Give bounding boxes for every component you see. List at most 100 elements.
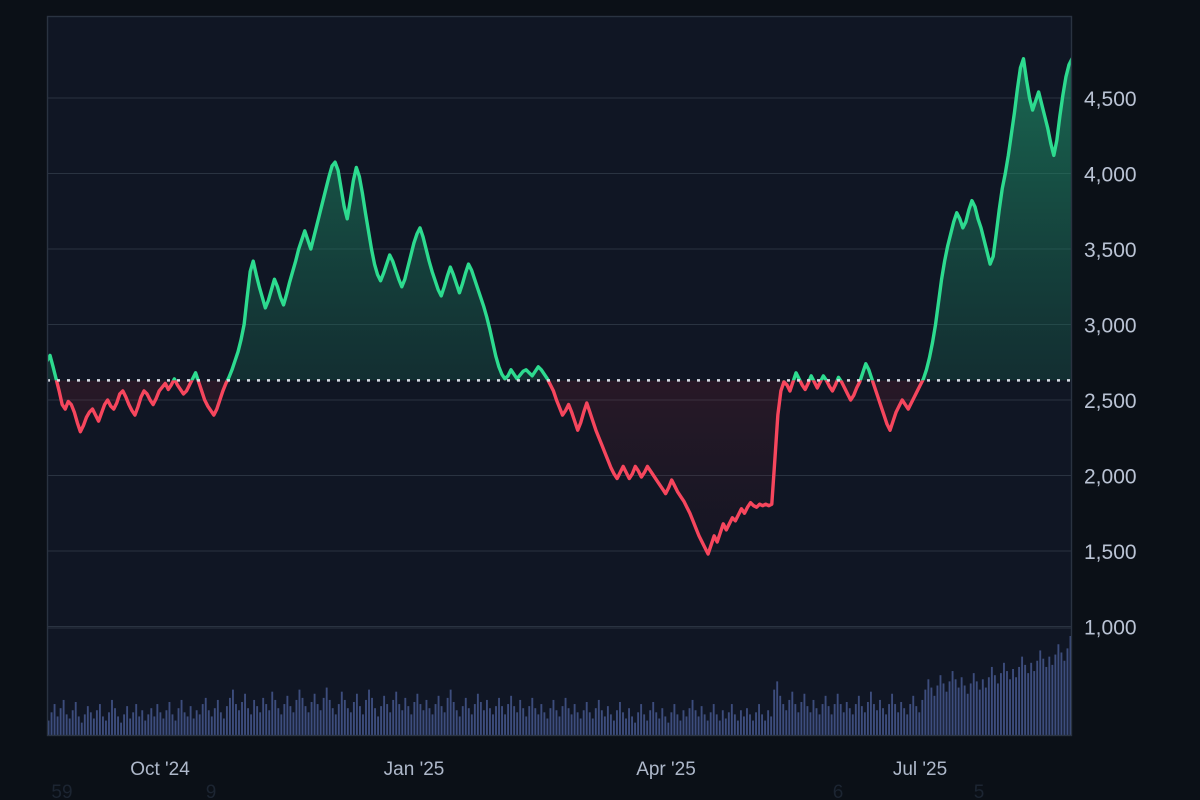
volume-bar xyxy=(210,716,213,735)
volume-bar xyxy=(700,706,703,736)
y-axis-labels: 1,000 1,500 2,000 2,500 3,000 3,500 4,000 4,500 xyxy=(1084,88,1137,640)
volume-bar xyxy=(670,712,673,735)
volume-bar xyxy=(676,714,679,736)
volume-bar xyxy=(204,697,207,736)
volume-bar xyxy=(594,708,597,735)
volume-bar xyxy=(95,710,98,735)
volume-bar xyxy=(824,695,827,735)
volume-bar xyxy=(476,693,479,735)
volume-bar xyxy=(50,712,53,735)
volume-bars[interactable] xyxy=(47,636,1072,736)
volume-bar xyxy=(519,699,522,735)
volume-bar xyxy=(301,697,304,736)
volume-bar xyxy=(833,704,836,735)
volume-bar xyxy=(903,708,906,735)
volume-bar xyxy=(649,710,652,735)
price-line[interactable] xyxy=(47,57,1072,556)
volume-bar xyxy=(120,722,123,736)
volume-bar xyxy=(815,708,818,735)
volume-bar xyxy=(987,677,990,735)
volume-bar xyxy=(1057,644,1060,735)
volume-bar xyxy=(658,718,661,735)
volume-bar xyxy=(56,716,59,735)
volume-bar xyxy=(225,706,228,736)
volume-bar xyxy=(522,708,525,735)
volume-bar xyxy=(606,706,609,736)
volume-bar xyxy=(165,710,168,735)
volume-bar xyxy=(283,704,286,735)
volume-bar xyxy=(936,685,939,735)
volume-bar xyxy=(785,710,788,735)
volume-bar xyxy=(761,714,764,736)
volume-bar xyxy=(271,691,274,735)
volume-bar xyxy=(570,714,573,736)
volume-bar xyxy=(1021,656,1024,736)
volume-bar xyxy=(328,699,331,735)
volume-bar xyxy=(168,702,171,735)
volume-bar xyxy=(975,681,978,735)
x-axis-labels: Oct '24 Jan '25 Apr '25 Jul '25 xyxy=(130,759,947,780)
volume-bar xyxy=(809,712,812,735)
volume-bar xyxy=(295,699,298,735)
volume-bar xyxy=(697,716,700,735)
volume-bar xyxy=(489,708,491,735)
volume-bar xyxy=(74,702,77,735)
volume-bar xyxy=(573,704,576,735)
volume-bar xyxy=(492,714,494,736)
volume-bar xyxy=(588,712,591,735)
volume-bar xyxy=(1000,673,1002,736)
volume-bar xyxy=(803,693,806,735)
volume-bar xyxy=(111,699,113,735)
volume-bar xyxy=(310,702,313,735)
volume-bar xyxy=(123,714,126,736)
volume-bar xyxy=(265,704,268,735)
volume-bar xyxy=(47,720,50,735)
volume-bar xyxy=(135,704,138,735)
volume-bar xyxy=(241,702,243,735)
x-axis-tick-label: Oct '24 xyxy=(130,759,190,780)
volume-bar xyxy=(428,708,431,735)
volume-bar xyxy=(398,704,401,735)
volume-bar xyxy=(446,697,449,736)
volume-bar xyxy=(461,706,464,736)
volume-bar xyxy=(1030,662,1033,735)
volume-bar xyxy=(105,720,107,735)
volume-bar xyxy=(715,714,718,736)
volume-bar xyxy=(138,716,141,735)
volume-bar xyxy=(289,706,292,736)
volume-bar xyxy=(386,704,389,735)
volume-bar xyxy=(531,697,534,736)
volume-bar xyxy=(767,710,770,735)
volume-bar xyxy=(791,691,794,735)
volume-bar xyxy=(419,704,422,735)
volume-bar xyxy=(501,706,503,736)
volume-bar xyxy=(377,716,380,735)
volume-bar xyxy=(688,708,691,735)
volume-bar xyxy=(129,718,132,735)
volume-bar xyxy=(561,706,564,736)
y-axis-tick-label: 3,500 xyxy=(1084,239,1137,262)
volume-bar xyxy=(758,704,760,735)
volume-bar xyxy=(755,712,757,735)
volume-bar xyxy=(1054,654,1057,735)
volume-bar xyxy=(591,718,594,735)
volume-bar xyxy=(579,718,582,735)
volume-bar xyxy=(455,710,458,735)
volume-bar xyxy=(343,699,346,735)
volume-bar xyxy=(464,697,467,736)
volume-bar xyxy=(80,722,83,736)
volume-bar xyxy=(516,712,519,735)
volume-bar xyxy=(434,704,437,735)
volume-bar xyxy=(425,699,428,735)
volume-bar xyxy=(724,718,727,735)
volume-bar xyxy=(552,699,555,735)
volume-bar xyxy=(779,695,782,735)
volume-bar xyxy=(1006,671,1008,735)
volume-bar xyxy=(924,689,927,736)
volume-bar xyxy=(180,699,183,735)
volume-bar xyxy=(882,708,884,735)
volume-bar xyxy=(827,706,830,736)
volume-bar xyxy=(851,714,854,736)
volume-bar xyxy=(764,720,767,735)
